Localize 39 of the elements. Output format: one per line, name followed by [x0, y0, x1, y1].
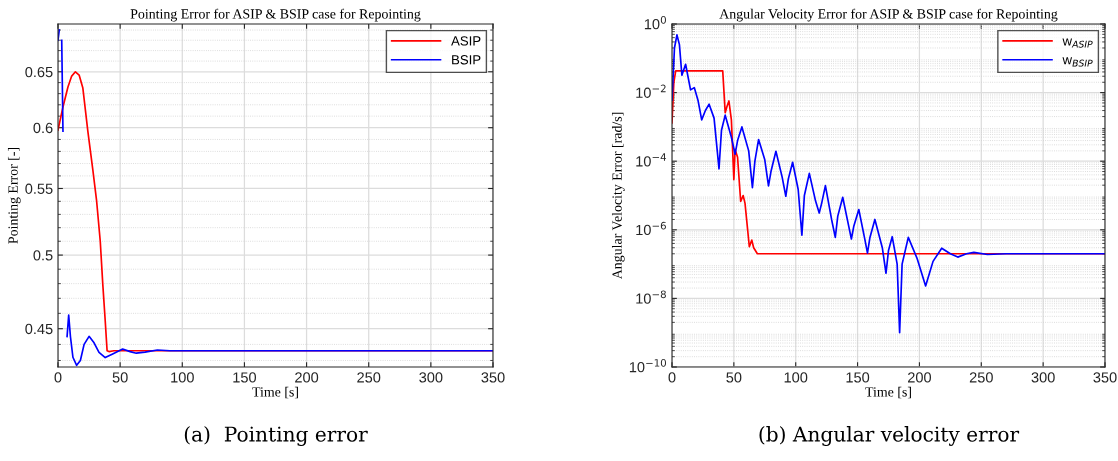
- x-tick-label: 100: [784, 372, 808, 383]
- y-axis-title: Angular Velocity Error [rad/s]: [611, 112, 625, 280]
- x-tick-label: 0: [668, 372, 676, 383]
- legend-label: w$_{ASIP}$: [1062, 38, 1093, 48]
- y-tick-label: 10$^{0}$: [644, 16, 666, 30]
- x-tick-label: 150: [846, 372, 870, 383]
- x-tick-label: 50: [726, 372, 742, 383]
- x-tick-label: 250: [969, 372, 993, 383]
- y-tick-label: 0.45: [25, 323, 53, 335]
- x-axis-title: Time [s]: [865, 386, 911, 399]
- x-tick-label: 50: [112, 372, 128, 383]
- x-tick-label: 150: [233, 372, 257, 383]
- y-tick-label: 10$^{−6}$: [636, 221, 666, 236]
- x-tick-label: 300: [1031, 372, 1055, 383]
- y-tick-label: 10$^{−2}$: [636, 84, 666, 98]
- legend-label: ASIP: [451, 36, 481, 46]
- x-axis-title: Time [s]: [252, 386, 298, 399]
- x-tick-label: 200: [908, 372, 932, 383]
- text: (b) Angular velocity error: [759, 426, 1020, 446]
- y-tick-label: 0.6: [33, 122, 53, 134]
- y-tick-label: 0.55: [25, 183, 53, 194]
- x-tick-label: 350: [1093, 372, 1117, 383]
- y-tick-label: 0.65: [25, 66, 53, 78]
- x-tick-label: 200: [295, 372, 319, 383]
- y-tick-label: 10$^{−4}$: [636, 153, 667, 167]
- y-axis-title: Pointing Error [-]: [7, 147, 21, 244]
- y-tick-label: 10$^{−8}$: [636, 290, 666, 304]
- x-tick-label: 300: [419, 372, 443, 383]
- x-tick-label: 100: [171, 372, 194, 383]
- text: (a) Pointing error: [184, 426, 368, 446]
- x-tick-label: 350: [481, 372, 505, 383]
- chart-title: Pointing Error for ASIP & BSIP case for Repointing: [130, 8, 421, 22]
- chart-title: Angular Velocity Error for ASIP & BSIP case for Repointing: [719, 8, 1058, 22]
- legend-label: BSIP: [452, 55, 481, 65]
- y-tick-label: 10$^{−10}$: [629, 359, 667, 373]
- x-tick-label: 250: [357, 372, 381, 383]
- legend-label: w$_{BSIP}$: [1062, 57, 1093, 67]
- y-tick-label: 0.5: [33, 250, 53, 261]
- x-tick-label: 0: [54, 372, 62, 383]
